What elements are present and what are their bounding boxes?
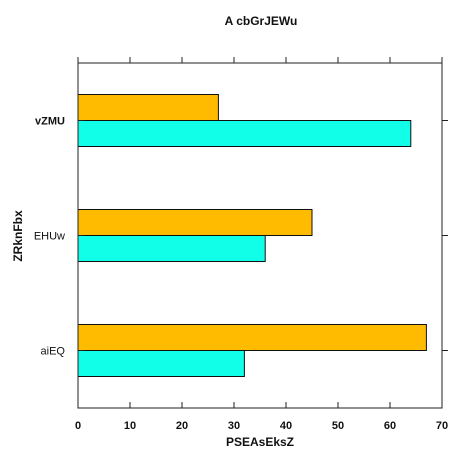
x-tick-label-10: 10 bbox=[124, 420, 136, 432]
chart-title: A cbGrJEWu bbox=[225, 14, 298, 28]
x-tick-label-20: 20 bbox=[176, 420, 188, 432]
ticks-group: vZMU EHUw aiEQ 0 10 20 30 40 50 60 70 bbox=[34, 57, 448, 432]
x-tick-label-60: 60 bbox=[384, 420, 396, 432]
x-tick-label-40: 40 bbox=[280, 420, 292, 432]
x-tick-label-50: 50 bbox=[332, 420, 344, 432]
y-tick-label-vZMU: vZMU bbox=[35, 116, 65, 128]
y-tick-label-EHUw: EHUw bbox=[34, 231, 65, 243]
bar-aiEQ-series-1 bbox=[77, 324, 427, 351]
bar-vZMU-series-1 bbox=[77, 94, 219, 121]
x-axis-label: PSEAsEksZ bbox=[226, 435, 294, 449]
x-tick-label-30: 30 bbox=[228, 420, 240, 432]
bar-EHUw-series-1 bbox=[77, 209, 313, 236]
bar-EHUw-series-2 bbox=[77, 235, 266, 262]
bars-group bbox=[77, 94, 427, 377]
y-tick-label-aiEQ: aiEQ bbox=[41, 346, 66, 358]
x-tick-label-70: 70 bbox=[436, 420, 448, 432]
bar-vZMU-series-2 bbox=[77, 120, 412, 147]
y-axis-label: ZRknFbx bbox=[11, 210, 25, 262]
bar-aiEQ-series-2 bbox=[77, 350, 245, 377]
x-tick-label-0: 0 bbox=[75, 420, 81, 432]
